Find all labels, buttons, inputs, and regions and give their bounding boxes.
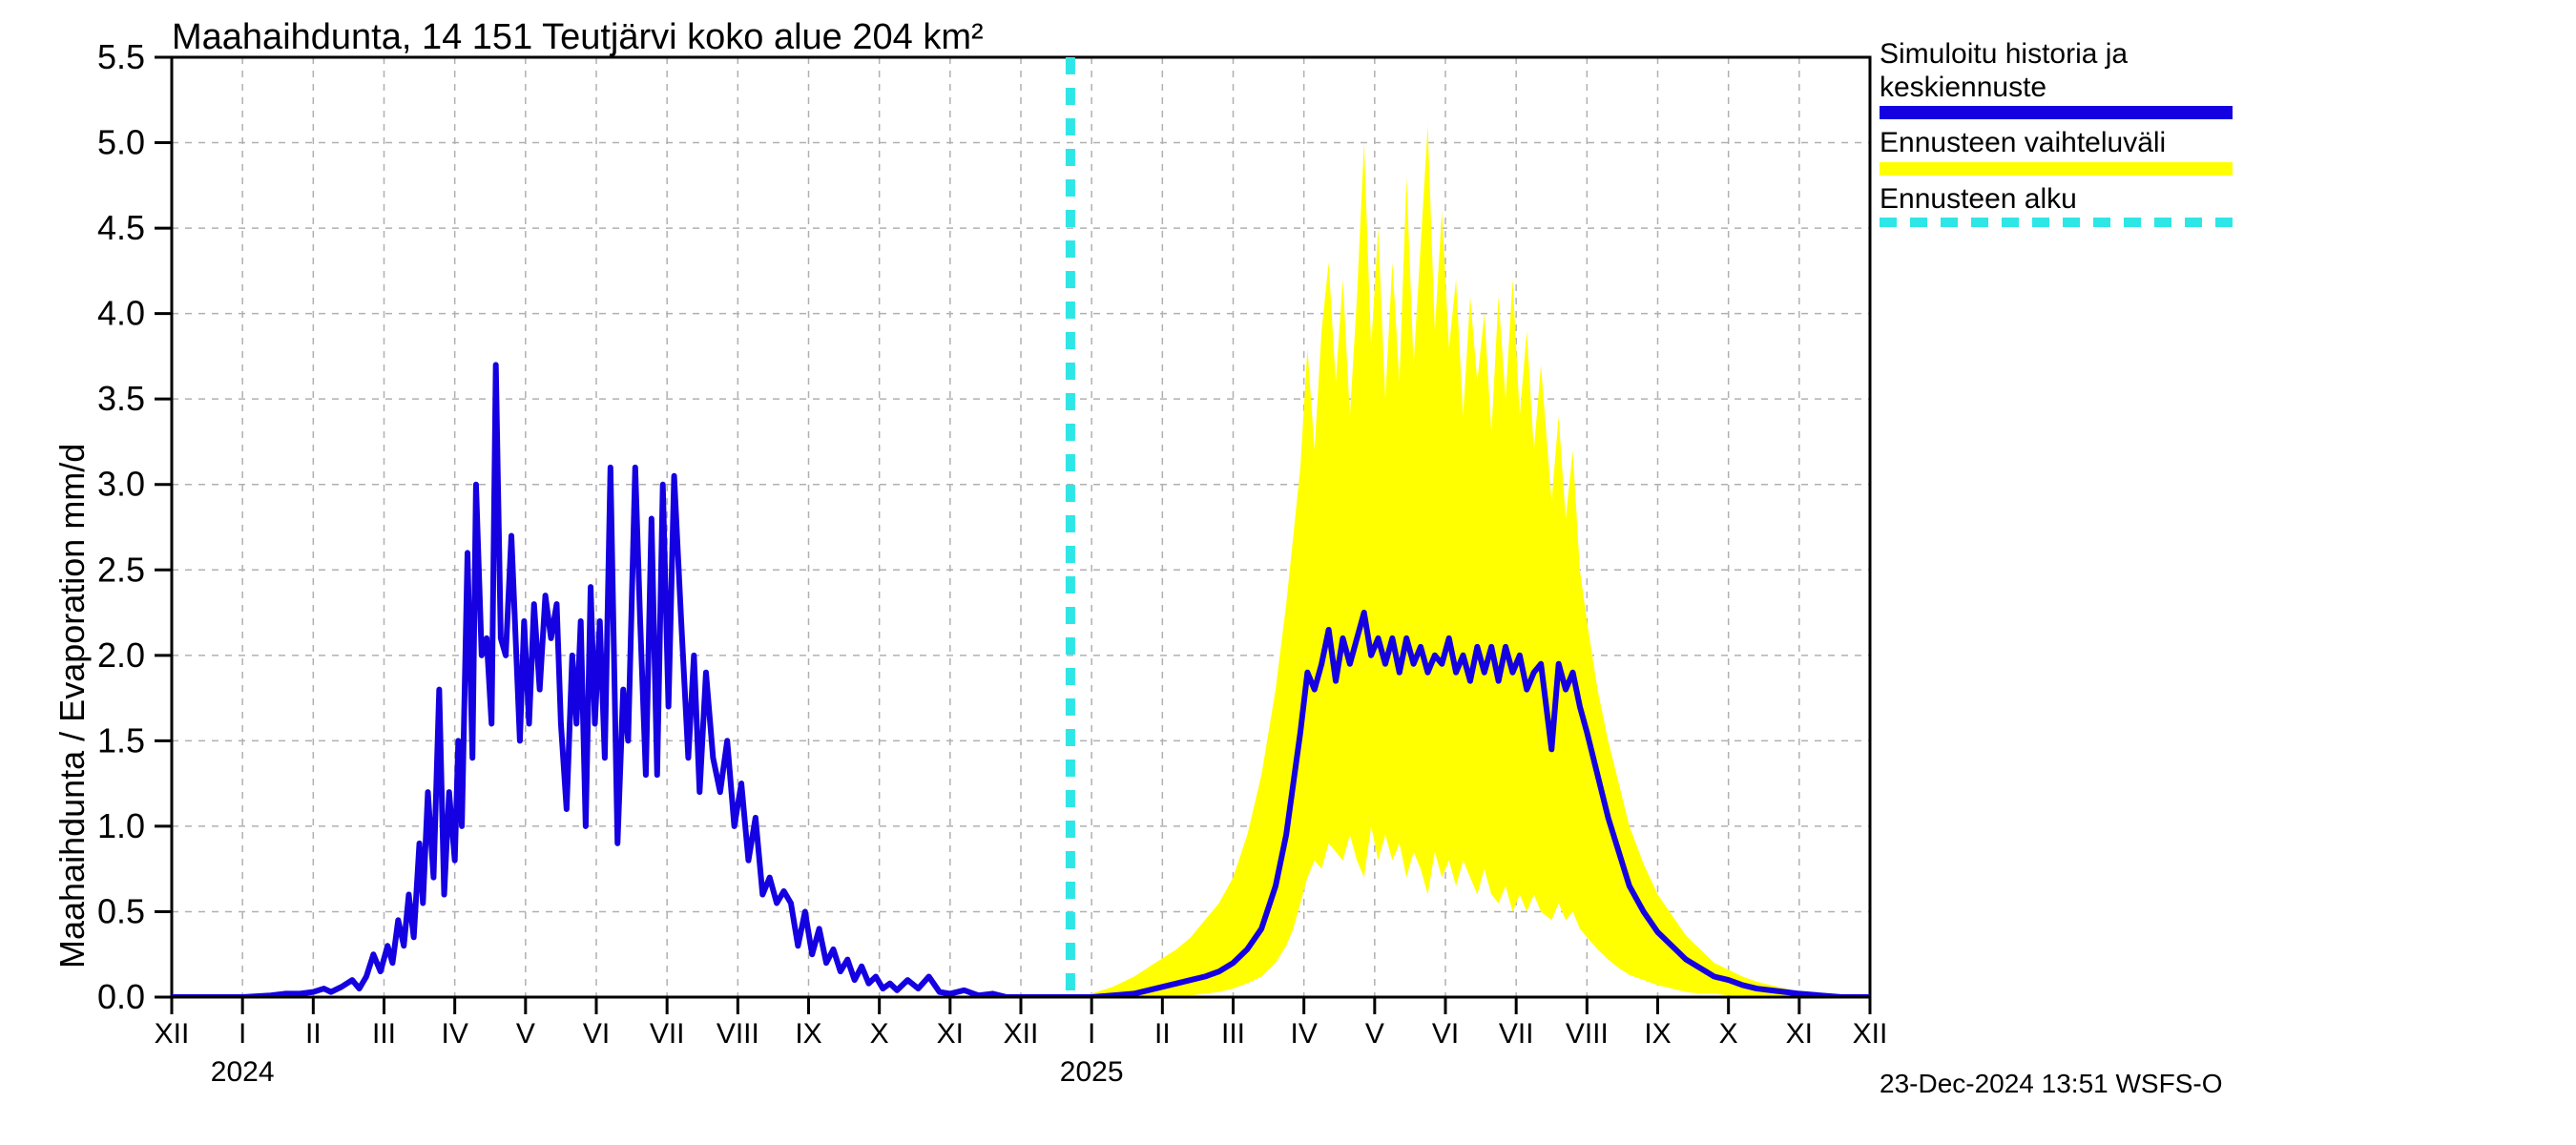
svg-text:2.0: 2.0	[97, 635, 145, 675]
legend-swatch-line	[1880, 106, 2233, 119]
svg-text:V: V	[516, 1018, 535, 1050]
svg-text:IX: IX	[1644, 1018, 1671, 1050]
svg-text:III: III	[372, 1018, 396, 1050]
svg-text:XI: XI	[937, 1018, 964, 1050]
legend-swatch-dashed	[1880, 218, 2233, 227]
legend-swatch-solid	[1880, 162, 2233, 176]
svg-text:0.5: 0.5	[97, 891, 145, 930]
svg-text:4.5: 4.5	[97, 208, 145, 247]
svg-text:XI: XI	[1786, 1018, 1813, 1050]
svg-text:II: II	[305, 1018, 322, 1050]
legend: Simuloitu historia ja keskiennuste Ennus…	[1880, 38, 2547, 235]
legend-item-forecast-start: Ennusteen alku	[1880, 183, 2547, 228]
svg-text:IV: IV	[441, 1018, 467, 1050]
svg-text:XII: XII	[155, 1018, 190, 1050]
legend-label: Ennusteen vaihteluväli	[1880, 127, 2547, 160]
svg-text:VIII: VIII	[717, 1018, 759, 1050]
legend-item-history: Simuloitu historia ja keskiennuste	[1880, 38, 2547, 119]
footer-timestamp: 23-Dec-2024 13:51 WSFS-O	[1880, 1069, 2223, 1099]
svg-text:I: I	[1088, 1018, 1095, 1050]
legend-label: Ennusteen alku	[1880, 183, 2547, 217]
svg-text:VII: VII	[650, 1018, 685, 1050]
svg-text:2.5: 2.5	[97, 550, 145, 589]
svg-text:XII: XII	[1853, 1018, 1888, 1050]
svg-text:II: II	[1154, 1018, 1171, 1050]
svg-text:4.0: 4.0	[97, 294, 145, 333]
legend-label: Simuloitu historia ja keskiennuste	[1880, 38, 2547, 104]
svg-text:X: X	[1719, 1018, 1738, 1050]
svg-text:XII: XII	[1004, 1018, 1039, 1050]
svg-text:IX: IX	[795, 1018, 821, 1050]
svg-text:VI: VI	[1432, 1018, 1459, 1050]
svg-text:III: III	[1221, 1018, 1245, 1050]
svg-text:I: I	[239, 1018, 246, 1050]
chart-container: Maahaihdunta, 14 151 Teutjärvi koko alue…	[0, 0, 2576, 1145]
svg-text:2024: 2024	[211, 1056, 275, 1088]
svg-text:2025: 2025	[1060, 1056, 1124, 1088]
svg-text:V: V	[1365, 1018, 1384, 1050]
svg-text:3.5: 3.5	[97, 379, 145, 418]
svg-text:5.5: 5.5	[97, 37, 145, 76]
svg-text:5.0: 5.0	[97, 123, 145, 162]
svg-text:0.0: 0.0	[97, 977, 145, 1016]
svg-text:VI: VI	[583, 1018, 610, 1050]
svg-text:3.0: 3.0	[97, 465, 145, 504]
svg-text:VIII: VIII	[1566, 1018, 1609, 1050]
svg-text:X: X	[870, 1018, 889, 1050]
svg-text:1.5: 1.5	[97, 720, 145, 760]
svg-text:1.0: 1.0	[97, 806, 145, 845]
svg-text:IV: IV	[1290, 1018, 1317, 1050]
svg-text:VII: VII	[1499, 1018, 1534, 1050]
legend-item-band: Ennusteen vaihteluväli	[1880, 127, 2547, 176]
